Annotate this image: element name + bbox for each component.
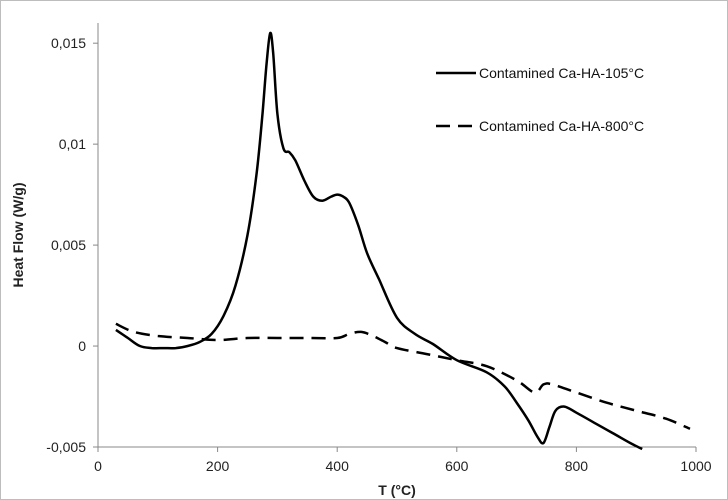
x-tick-label: 1000	[680, 458, 711, 474]
y-tick-labels: -0,005 0 0,005 0,01 0,015	[46, 35, 86, 455]
y-axis-title: Heat Flow (W/g)	[10, 183, 26, 288]
x-tick-label: 0	[94, 458, 102, 474]
legend-label-series-1: Contamined Ca-HA-105°C	[479, 65, 644, 81]
y-tick-label: 0	[78, 338, 86, 354]
series-line-1	[115, 31, 643, 451]
y-tick-label: 0,01	[59, 136, 86, 152]
x-tick-label: 800	[565, 458, 589, 474]
x-tick-label: 600	[445, 458, 469, 474]
y-ticks	[93, 42, 98, 448]
legend-item-series-2: Contamined Ca-HA-800°C	[436, 118, 644, 134]
legend-label-series-2: Contamined Ca-HA-800°C	[479, 118, 644, 134]
x-tick-label: 400	[326, 458, 350, 474]
x-tick-labels: 0 200 400 600 800 1000	[94, 458, 712, 474]
y-tick-label: -0,005	[46, 439, 86, 455]
x-axis-title: T (°C)	[378, 482, 415, 498]
y-tick-label: 0,015	[51, 35, 86, 51]
series-line-2	[115, 322, 691, 430]
series-layer	[115, 31, 691, 451]
x-ticks	[97, 447, 697, 452]
y-tick-label: 0,005	[51, 237, 86, 253]
x-tick-label: 200	[206, 458, 230, 474]
legend-item-series-1: Contamined Ca-HA-105°C	[436, 65, 644, 81]
legend: Contamined Ca-HA-105°C Contamined Ca-HA-…	[436, 65, 644, 134]
